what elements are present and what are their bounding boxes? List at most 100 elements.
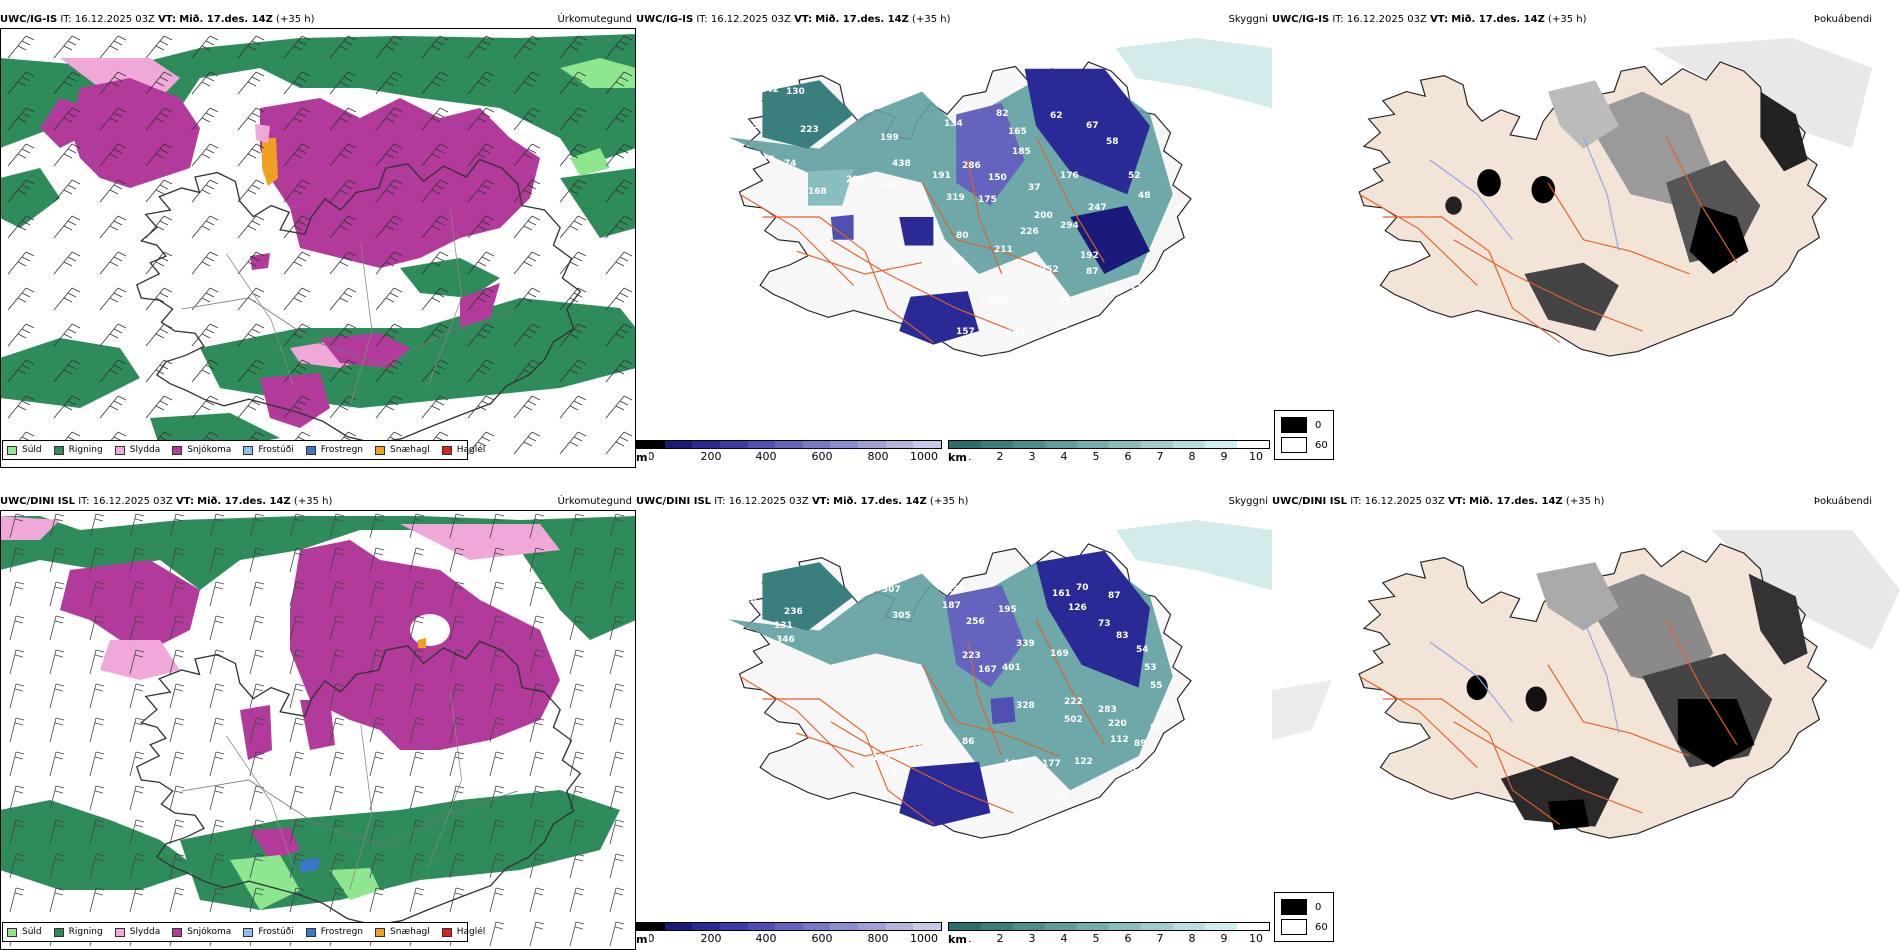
colorbar-segment [1205,441,1237,448]
map-label: 126 [1068,603,1087,613]
fog-legend-swatch [1281,437,1307,453]
map-label: 199 [880,133,899,143]
model-name: UWC/IG-IS [0,14,58,25]
colorbar-segment [885,441,914,448]
map-label: 58 [1106,137,1119,147]
map-label: 52 [1054,791,1067,801]
map-label: 47 [936,391,949,401]
map-label: 312 [756,155,775,165]
colorbar-segment [949,441,981,448]
legend-swatch [7,445,17,455]
map-label: 55 [1150,681,1163,691]
legend-swatch [375,445,386,455]
map-label: 220 [1108,719,1127,729]
panel-header: UWC/DINI ISL IT: 16.12.2025 03Z VT: Mið.… [0,494,636,510]
colorbar-segment [1077,441,1109,448]
lead-time: (+35 h) [929,496,969,507]
model-name: UWC/DINI ISL [0,496,76,507]
legend-item-hail: Haglél [441,445,485,455]
colorbar-tick: 10 [1249,450,1263,463]
fog-legend-swatch [1281,417,1307,433]
visibility-colorbar: 1 2 3 4 5 6 7 8 9 10 km [948,922,1270,948]
colorbar-segment [1237,441,1269,448]
cloud-height-scale [636,922,942,931]
legend-item-hail: Haglél [441,927,485,937]
map-label: 401 [1002,663,1021,673]
map-label: 338 [728,91,747,101]
product-name: Þokuábendi [1813,496,1872,507]
legend-swatch [7,927,17,937]
legend-item-rain: Rigning [53,927,103,937]
map-label: 70 [1056,321,1069,331]
map-label: 13 [884,767,897,777]
colorbar-segment [830,923,859,930]
map-label: 112 [1110,735,1129,745]
map-label: 294 [1060,221,1079,231]
lead-time: (+35 h) [293,496,333,507]
colorbar-tick: 600 [811,932,833,945]
colorbar-tick: 600 [811,450,833,463]
map-label: 131 [774,621,793,631]
model-name: UWC/DINI ISL [1272,496,1348,507]
legend-item-freezing-drizzle: Frostúði [243,445,294,455]
map-label: 161 [1052,589,1071,599]
colorbar-tick: 200 [700,932,722,945]
valid-time: Mið. 17.des. 14Z [833,496,927,507]
fog-legend-row: 0 [1281,899,1321,915]
map-label: 57 [908,377,921,387]
map-label: 223 [962,651,981,661]
lead-time: (+35 h) [912,14,951,25]
map-label: 53 [1144,663,1157,673]
map-label: 36 [1066,355,1079,365]
panel-header: UWC/DINI ISL IT: 16.12.2025 03Z VT: Mið.… [1272,494,1900,510]
colorbar-segment [719,923,748,930]
colorbar-tick: 0 [647,932,655,945]
map-label: 32 [996,297,1009,307]
model-name: UWC/IG-IS [636,14,694,25]
map-label: 11 [1066,341,1079,351]
colorbar-segment [1173,441,1205,448]
map-label: 47 [944,881,957,891]
init-time: 16.12.2025 03Z [74,14,155,25]
map-label: 89 [1134,739,1147,749]
colorbar-segment [1237,923,1269,930]
colorbar-segment [1141,441,1173,448]
panel-header: UWC/DINI ISL IT: 16.12.2025 03Z VT: Mið.… [636,494,1272,510]
visibility-map: 338 242 130 115 223 312 74 168 208 360 1… [636,28,1272,438]
map-label: 82 [996,109,1009,119]
valid-time-label: VT: [175,496,194,507]
colorbar-segment [719,441,748,448]
map-label: 130 [786,87,805,97]
map-label: 252 [1040,265,1059,275]
map-label: 37 [1028,183,1041,193]
colorbar-unit: km [948,933,969,946]
cloud-height-colorbar: 0 200 400 600 800 1000 m [636,922,942,948]
colorbar-tick: 6 [1124,932,1132,945]
colorbar-segment [664,441,693,448]
map-label: 128 [738,595,757,605]
valid-time: Mið. 17.des. 14Z [815,14,909,25]
colorbar-segment [1141,923,1173,930]
fog-map [1272,510,1900,920]
colorbar-tick: 400 [755,932,777,945]
colorbar-tick: 8 [1188,450,1196,463]
map-label: 45 [944,865,957,875]
panel-header: UWC/IG-IS IT: 16.12.2025 03Z VT: Mið. 17… [636,12,1272,28]
colorbar-segment [858,441,886,448]
map-label: 192 [1080,251,1099,261]
map-label: 55 [1058,297,1071,307]
map-label: 191 [932,171,951,181]
map-label: 305 [892,611,911,621]
colorbar-segment [802,441,831,448]
colorbar-unit: m [636,933,650,946]
colorbar-segment [858,923,886,930]
map-label: 223 [800,125,819,135]
map-label: 134 [944,119,963,129]
legend-swatch [305,927,316,937]
legend-swatch [441,445,452,455]
cloud-height-colorbar: 0 200 400 600 800 1000 m [636,440,942,466]
map-label: 71 [1130,283,1143,293]
map-label: 11 [892,401,905,411]
colorbar-segment [981,923,1013,930]
colorbar-tick: 1000 [910,450,938,463]
